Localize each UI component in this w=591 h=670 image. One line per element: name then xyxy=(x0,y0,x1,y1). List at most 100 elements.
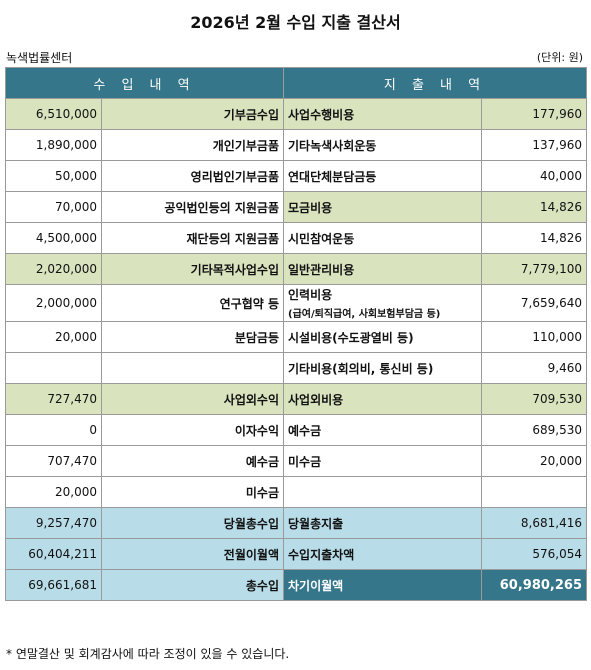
expense-amount: 14,826 xyxy=(481,222,587,254)
expense-label: 모금비용 xyxy=(283,191,482,223)
income-label: 전월이월액 xyxy=(101,538,284,570)
expense-label-text: 연대단체분담금등 xyxy=(288,169,377,184)
income-amount-text: 2,020,000 xyxy=(35,262,97,276)
income-label-text: 영리법인기부금품 xyxy=(190,169,279,184)
expense-header: 지 출 내 역 xyxy=(283,67,587,99)
income-label-text: 이자수익 xyxy=(234,423,279,438)
income-amount: 0 xyxy=(5,414,102,446)
expense-amount-text: 14,826 xyxy=(540,231,582,245)
expense-label: 사업외비용 xyxy=(283,383,482,415)
income-amount-text: 60,404,211 xyxy=(28,547,97,561)
income-amount-text: 20,000 xyxy=(55,485,97,499)
income-amount-text: 20,000 xyxy=(55,330,97,344)
expense-amount-text: 60,980,265 xyxy=(499,577,582,593)
income-amount-text: 707,470 xyxy=(47,454,97,468)
income-amount: 70,000 xyxy=(5,191,102,223)
expense-sublabel: (급여/퇴직급여, 사회보험부담금 등) xyxy=(288,309,441,320)
table-header-row: 수 입 내 역 지 출 내 역 xyxy=(5,67,587,99)
income-label-text: 연구협약 등 xyxy=(219,296,279,311)
table-row: 727,470 사업외수익 사업외비용 709,530 xyxy=(5,383,587,415)
income-label: 이자수익 xyxy=(101,414,284,446)
table-row: 9,257,470 당월총수입 당월총지출 8,681,416 xyxy=(5,507,587,539)
settlement-table: 수 입 내 역 지 출 내 역 6,510,000 기부금수입 사업수행비용 177,… xyxy=(5,67,587,601)
expense-label: 사업수행비용 xyxy=(283,98,482,130)
expense-amount: 9,460 xyxy=(481,352,587,384)
expense-amount: 8,681,416 xyxy=(481,507,587,539)
income-amount-text: 70,000 xyxy=(55,200,97,214)
income-label: 사업외수익 xyxy=(101,383,284,415)
income-label: 영리법인기부금품 xyxy=(101,160,284,192)
table-row: 50,000 영리법인기부금품 연대단체분담금등 40,000 xyxy=(5,160,587,192)
income-label-text: 재단등의 지원금품 xyxy=(186,231,280,246)
expense-label-text: 당월총지출 xyxy=(288,516,344,531)
expense-amount-text: 177,960 xyxy=(532,107,582,121)
expense-amount: 7,659,640 xyxy=(481,284,587,322)
income-label-text: 공익법인등의 지원금품 xyxy=(164,200,279,215)
income-amount: 9,257,470 xyxy=(5,507,102,539)
income-label xyxy=(101,352,284,384)
income-amount-text: 6,510,000 xyxy=(35,107,97,121)
income-amount: 2,000,000 xyxy=(5,284,102,322)
expense-amount: 576,054 xyxy=(481,538,587,570)
table-row: 2,020,000 기타목적사업수입 일반관리비용 7,779,100 xyxy=(5,253,587,285)
income-amount-text: 2,000,000 xyxy=(35,296,97,310)
expense-amount: 177,960 xyxy=(481,98,587,130)
expense-label-text: 기타녹색사회운동 xyxy=(288,138,377,153)
expense-label-text: 기타비용(회의비, 통신비 등) xyxy=(288,361,434,376)
income-label-text: 당월총수입 xyxy=(223,516,279,531)
expense-label: 미수금 xyxy=(283,445,482,477)
expense-amount-text: 137,960 xyxy=(532,138,582,152)
income-label-text: 기부금수입 xyxy=(223,107,279,122)
income-label: 총수입 xyxy=(101,569,284,601)
expense-amount: 7,779,100 xyxy=(481,253,587,285)
expense-label: 인력비용 (급여/퇴직급여, 사회보험부담금 등) xyxy=(283,284,482,322)
expense-label-text: 모금비용 xyxy=(288,200,333,215)
expense-amount-text: 689,530 xyxy=(532,423,582,437)
income-amount: 50,000 xyxy=(5,160,102,192)
expense-amount-text: 7,659,640 xyxy=(520,296,582,310)
expense-amount-text: 20,000 xyxy=(540,454,582,468)
income-amount: 6,510,000 xyxy=(5,98,102,130)
income-label-text: 예수금 xyxy=(245,454,279,469)
income-amount-text: 9,257,470 xyxy=(35,516,97,530)
expense-label: 시민참여운동 xyxy=(283,222,482,254)
expense-amount: 689,530 xyxy=(481,414,587,446)
expense-label: 기타녹색사회운동 xyxy=(283,129,482,161)
table-row: 4,500,000 재단등의 지원금품 시민참여운동 14,826 xyxy=(5,222,587,254)
income-label: 당월총수입 xyxy=(101,507,284,539)
expense-label: 예수금 xyxy=(283,414,482,446)
income-label: 공익법인등의 지원금품 xyxy=(101,191,284,223)
expense-amount: 14,826 xyxy=(481,191,587,223)
expense-amount: 137,960 xyxy=(481,129,587,161)
expense-amount-text: 9,460 xyxy=(547,361,582,375)
expense-label: 당월총지출 xyxy=(283,507,482,539)
table-row: 1,890,000 개인기부금품 기타녹색사회운동 137,960 xyxy=(5,129,587,161)
income-amount: 727,470 xyxy=(5,383,102,415)
expense-amount-text: 110,000 xyxy=(532,330,582,344)
expense-label-text: 인력비용 xyxy=(288,288,333,302)
table-row: 60,404,211 전월이월액 수입지출차액 576,054 xyxy=(5,538,587,570)
expense-label-text: 미수금 xyxy=(288,454,322,469)
income-label: 개인기부금품 xyxy=(101,129,284,161)
expense-amount: 60,980,265 xyxy=(481,569,587,601)
expense-label xyxy=(283,476,482,508)
expense-label: 일반관리비용 xyxy=(283,253,482,285)
income-amount: 20,000 xyxy=(5,321,102,353)
expense-label: 차기이월액 xyxy=(283,569,482,601)
expense-label-text: 시설비용(수도광열비 등) xyxy=(288,330,414,345)
income-amount-text: 1,890,000 xyxy=(35,138,97,152)
income-label: 재단등의 지원금품 xyxy=(101,222,284,254)
table-row: 0 이자수익 예수금 689,530 xyxy=(5,414,587,446)
expense-amount: 110,000 xyxy=(481,321,587,353)
income-label-text: 개인기부금품 xyxy=(212,138,279,153)
table-row: 기타비용(회의비, 통신비 등) 9,460 xyxy=(5,352,587,384)
expense-label-text: 사업수행비용 xyxy=(288,107,355,122)
expense-amount-text: 7,779,100 xyxy=(520,262,582,276)
expense-amount: 709,530 xyxy=(481,383,587,415)
income-label: 예수금 xyxy=(101,445,284,477)
table-row: 20,000 분담금등 시설비용(수도광열비 등) 110,000 xyxy=(5,321,587,353)
page-title: 2026년 2월 수입 지출 결산서 xyxy=(190,13,401,32)
income-amount-text: 0 xyxy=(89,423,97,437)
income-header: 수 입 내 역 xyxy=(5,67,284,99)
expense-label-text: 일반관리비용 xyxy=(288,262,355,277)
